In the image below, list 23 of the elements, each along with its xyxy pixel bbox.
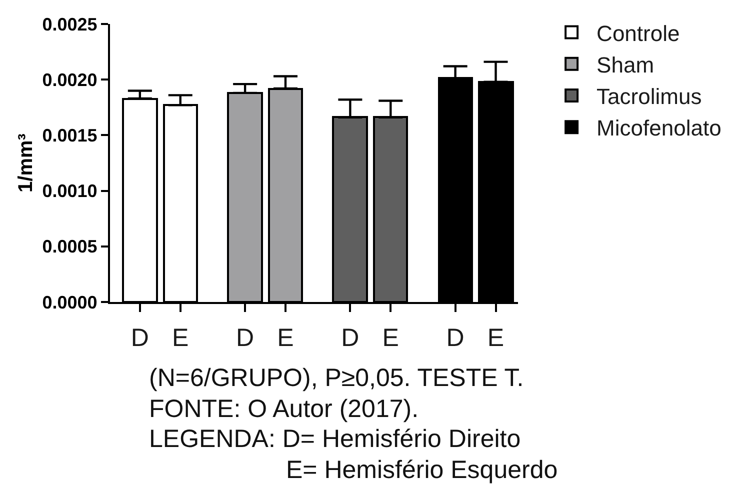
x-tick-label: D [341,324,360,352]
text: LEGENDA: D= Hemisfério Direito [149,425,521,453]
x-tick-label: D [446,324,464,352]
y-tick-label: 0.0025 [42,14,98,34]
x-tick-label: E [382,324,399,352]
x-tick-label: E [172,324,189,352]
legend-label: Tacrolimus [596,84,702,110]
y-tick-label: 0.0015 [42,126,98,146]
legend-label: Sham [596,52,654,78]
text: (N=6/GRUPO), P≥0,05. TESTE T. [149,364,524,392]
source-note: FONTE: O Autor (2017). [149,395,419,423]
x-tick-label: E [487,324,504,352]
y-axis-title: 1/mm³ [15,133,38,192]
legend-label: Controle [596,20,680,46]
y-tick-label: 0.0020 [42,70,98,90]
x-tick-label: D [130,324,149,352]
text: E= Hemisfério Esquerdo [286,456,558,484]
y-tick-label: 0.0010 [42,181,98,202]
x-tick-label: D [236,324,254,352]
x-tick-label: E [277,324,294,352]
y-tick-label: 0.0005 [42,236,98,257]
legend-label: Micofenolato [596,116,722,141]
y-tick-label: 0.0000 [42,292,98,312]
